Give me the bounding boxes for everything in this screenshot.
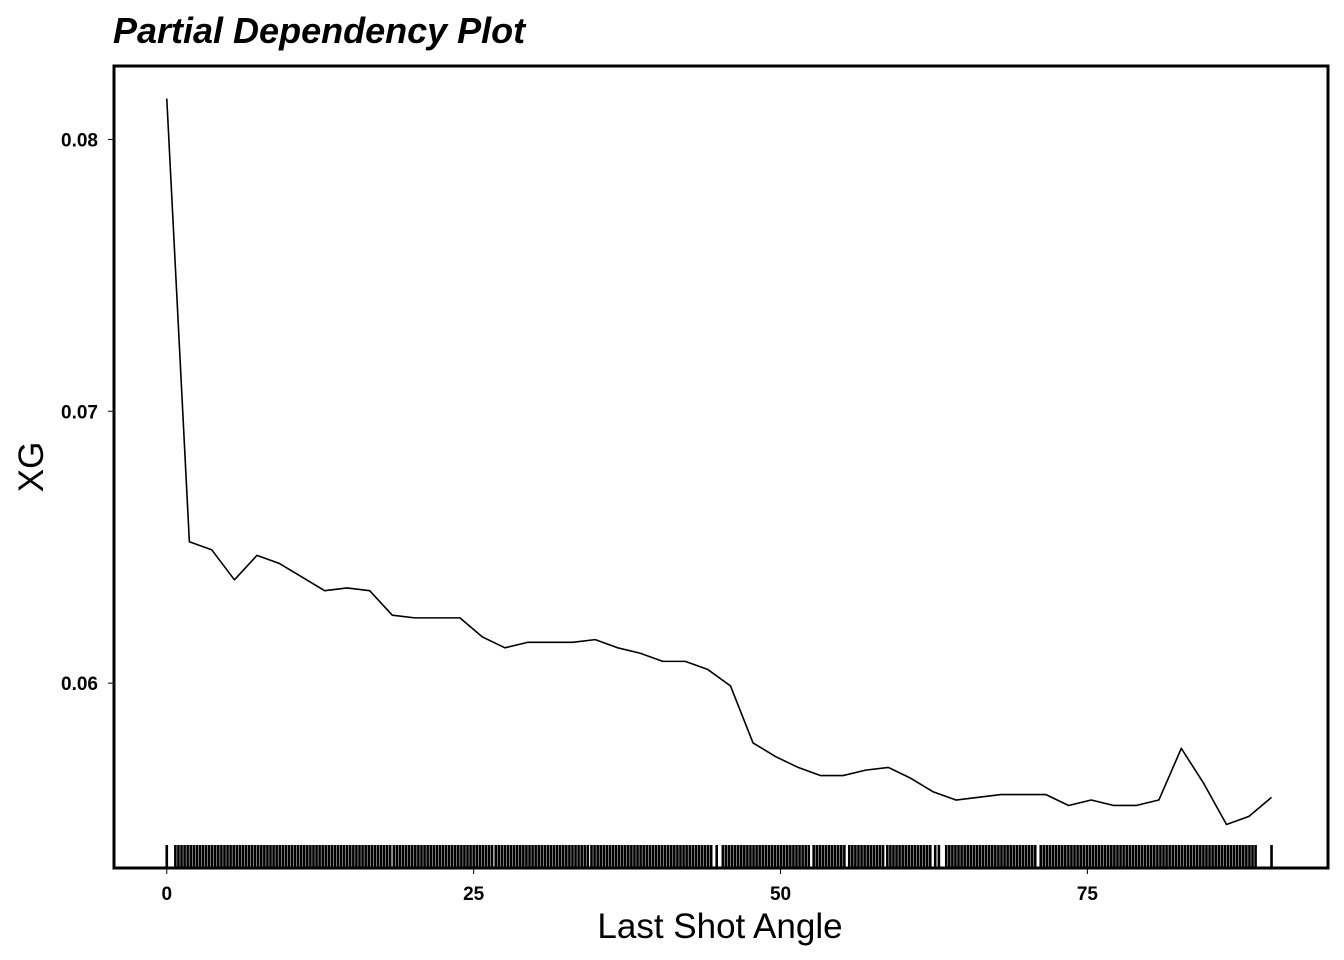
y-tick-label: 0.06 [61,674,98,695]
plot-frame [112,64,1330,870]
y-axis-title: XG [12,442,51,493]
pdp-line [165,98,1273,826]
x-tick-label: 0 [161,884,172,905]
x-axis: 0 25 50 75 [161,869,1098,905]
x-tick-label: 50 [770,884,791,905]
y-tick-label: 0.07 [61,402,98,423]
x-tick-label: 75 [1077,884,1099,905]
rug-layer [165,845,1273,868]
data-line-layer [165,98,1273,826]
y-tick-label: 0.08 [61,130,98,151]
y-axis: 0.06 0.07 0.08 [61,130,113,695]
chart-title: Partial Dependency Plot [113,10,527,51]
x-tick-label: 25 [463,884,485,905]
x-axis-title: Last Shot Angle [597,907,842,946]
